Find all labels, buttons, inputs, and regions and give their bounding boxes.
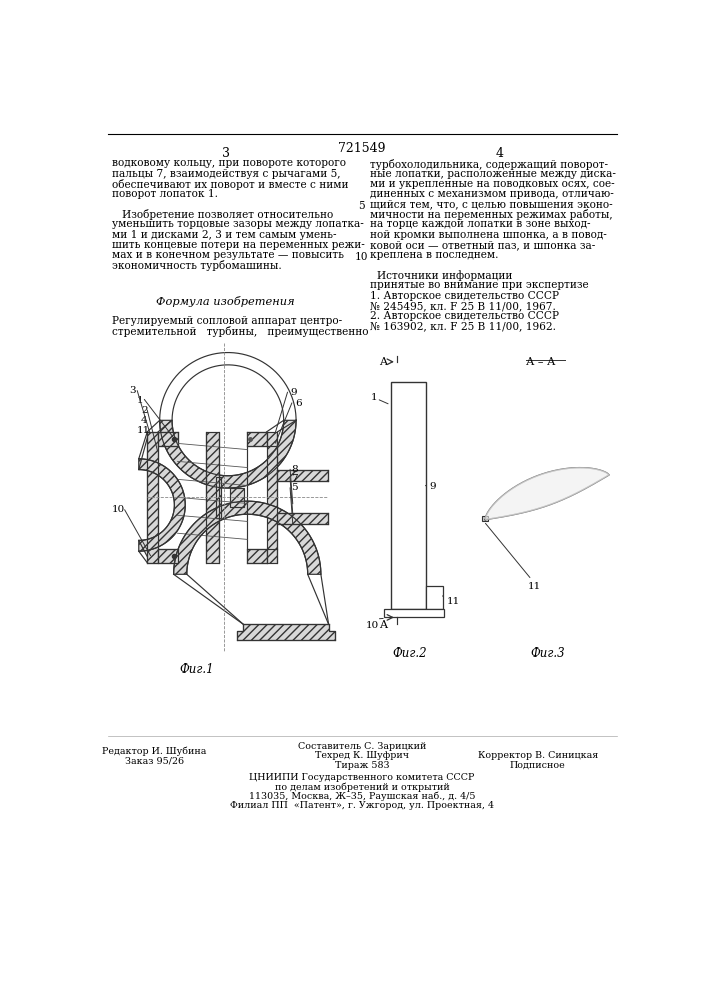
Polygon shape — [147, 432, 158, 563]
Polygon shape — [247, 432, 267, 446]
Text: 1: 1 — [371, 393, 378, 402]
Text: 2: 2 — [141, 406, 148, 415]
Text: Подписное: Подписное — [510, 761, 566, 770]
Text: турбохолодильника, содержащий поворот-: турбохолодильника, содержащий поворот- — [370, 158, 608, 169]
Polygon shape — [426, 586, 443, 609]
Text: щийся тем, что, с целью повышения эконо-: щийся тем, что, с целью повышения эконо- — [370, 199, 612, 209]
Text: пальцы 7, взаимодействуя с рычагами 5,: пальцы 7, взаимодействуя с рычагами 5, — [112, 169, 340, 179]
Text: Составитель С. Зарицкий: Составитель С. Зарицкий — [298, 742, 426, 751]
Text: ной кромки выполнена шпонка, а в повод-: ной кромки выполнена шпонка, а в повод- — [370, 230, 607, 240]
Text: 10: 10 — [112, 505, 125, 514]
Text: поворот лопаток 1.: поворот лопаток 1. — [112, 189, 218, 199]
Polygon shape — [247, 549, 267, 563]
Polygon shape — [391, 382, 426, 609]
Text: 1. Авторское свидетельство СССР: 1. Авторское свидетельство СССР — [370, 291, 559, 301]
Text: ми и укрепленные на поводковых осях, сое-: ми и укрепленные на поводковых осях, сое… — [370, 179, 614, 189]
Polygon shape — [485, 468, 609, 520]
Text: уменьшить торцовые зазоры между лопатка-: уменьшить торцовые зазоры между лопатка- — [112, 219, 363, 229]
Text: № 245495, кл. F 25 В 11/00, 1967.: № 245495, кл. F 25 В 11/00, 1967. — [370, 301, 556, 311]
Text: 9: 9 — [429, 482, 436, 491]
Text: A: A — [379, 620, 387, 631]
Text: 3: 3 — [221, 147, 230, 160]
Text: А – А: А – А — [526, 357, 556, 367]
Polygon shape — [277, 513, 328, 524]
Text: 4: 4 — [495, 147, 503, 160]
Text: 8: 8 — [291, 465, 298, 474]
Polygon shape — [160, 420, 296, 488]
Polygon shape — [482, 516, 489, 521]
Text: Тираж 583: Тираж 583 — [334, 761, 390, 770]
Text: 11: 11 — [136, 426, 150, 435]
Polygon shape — [174, 501, 321, 574]
Text: 7: 7 — [291, 474, 298, 483]
Text: диненных с механизмом привода, отличаю-: диненных с механизмом привода, отличаю- — [370, 189, 614, 199]
Text: 10: 10 — [366, 620, 379, 630]
Text: № 163902, кл. F 25 В 11/00, 1962.: № 163902, кл. F 25 В 11/00, 1962. — [370, 321, 556, 331]
Text: принятые во внимание при экспертизе: принятые во внимание при экспертизе — [370, 280, 588, 290]
Polygon shape — [216, 477, 221, 518]
Polygon shape — [385, 609, 444, 617]
Text: 9: 9 — [291, 388, 297, 397]
Text: Редактор И. Шубина: Редактор И. Шубина — [102, 747, 206, 756]
Text: Корректор В. Синицкая: Корректор В. Синицкая — [478, 751, 598, 760]
Text: 10: 10 — [354, 252, 368, 262]
Text: 4: 4 — [141, 416, 148, 425]
Text: Филиал ПП  «Патент», г. Ужгород, ул. Проектная, 4: Филиал ПП «Патент», г. Ужгород, ул. Прое… — [230, 801, 494, 810]
Polygon shape — [158, 549, 177, 563]
Polygon shape — [206, 432, 218, 563]
Text: Формула изобретения: Формула изобретения — [156, 296, 295, 307]
Text: мах и в конечном результате — повысить: мах и в конечном результате — повысить — [112, 250, 344, 260]
Text: креплена в последнем.: креплена в последнем. — [370, 250, 498, 260]
Text: стремительной   турбины,   преимущественно: стремительной турбины, преимущественно — [112, 326, 368, 337]
Text: 6: 6 — [296, 399, 302, 408]
Polygon shape — [139, 459, 185, 551]
Text: мичности на переменных режимах работы,: мичности на переменных режимах работы, — [370, 209, 612, 220]
Text: экономичность турбомашины.: экономичность турбомашины. — [112, 260, 281, 271]
Text: Фиг.2: Фиг.2 — [392, 647, 427, 660]
Text: Фиг.1: Фиг.1 — [180, 663, 214, 676]
Text: 5: 5 — [291, 483, 298, 492]
Text: по делам изобретений и открытий: по делам изобретений и открытий — [274, 782, 450, 792]
Text: Заказ 95/26: Заказ 95/26 — [124, 756, 184, 765]
Text: ЦНИИПИ Государственного комитета СССР: ЦНИИПИ Государственного комитета СССР — [250, 773, 474, 782]
Text: 5: 5 — [358, 201, 365, 211]
Text: 113035, Москва, Ж–35, Раушская наб., д. 4/5: 113035, Москва, Ж–35, Раушская наб., д. … — [249, 791, 475, 801]
Polygon shape — [237, 624, 335, 640]
Text: 3: 3 — [129, 386, 136, 395]
Text: Фиг.3: Фиг.3 — [530, 647, 564, 660]
Text: Техред К. Шуфрич: Техред К. Шуфрич — [315, 751, 409, 760]
Text: ковой оси — ответный паз, и шпонка за-: ковой оси — ответный паз, и шпонка за- — [370, 240, 595, 250]
Text: 721549: 721549 — [338, 142, 386, 155]
Polygon shape — [158, 432, 177, 446]
Text: A: A — [379, 357, 387, 367]
Text: Регулируемый сопловой аппарат центро-: Регулируемый сопловой аппарат центро- — [112, 316, 341, 326]
Text: водковому кольцу, при повороте которого: водковому кольцу, при повороте которого — [112, 158, 346, 168]
Polygon shape — [230, 488, 244, 507]
Text: ми 1 и дисками 2, 3 и тем самым умень-: ми 1 и дисками 2, 3 и тем самым умень- — [112, 230, 336, 240]
Text: шить концевые потери на переменных режи-: шить концевые потери на переменных режи- — [112, 240, 364, 250]
Text: обеспечивают их поворот и вместе с ними: обеспечивают их поворот и вместе с ними — [112, 179, 348, 190]
Text: 11: 11 — [446, 597, 460, 606]
Text: на торце каждой лопатки в зоне выход-: на торце каждой лопатки в зоне выход- — [370, 219, 590, 229]
Text: 11: 11 — [528, 582, 541, 591]
Polygon shape — [277, 470, 328, 481]
Polygon shape — [267, 432, 277, 563]
Text: 1: 1 — [136, 396, 143, 405]
Text: 2. Авторское свидетельство СССР: 2. Авторское свидетельство СССР — [370, 311, 559, 321]
Text: Источники информации: Источники информации — [378, 270, 513, 281]
Text: ные лопатки, расположенные между диска-: ные лопатки, расположенные между диска- — [370, 169, 616, 179]
Text: Изобретение позволяет относительно: Изобретение позволяет относительно — [112, 209, 333, 220]
